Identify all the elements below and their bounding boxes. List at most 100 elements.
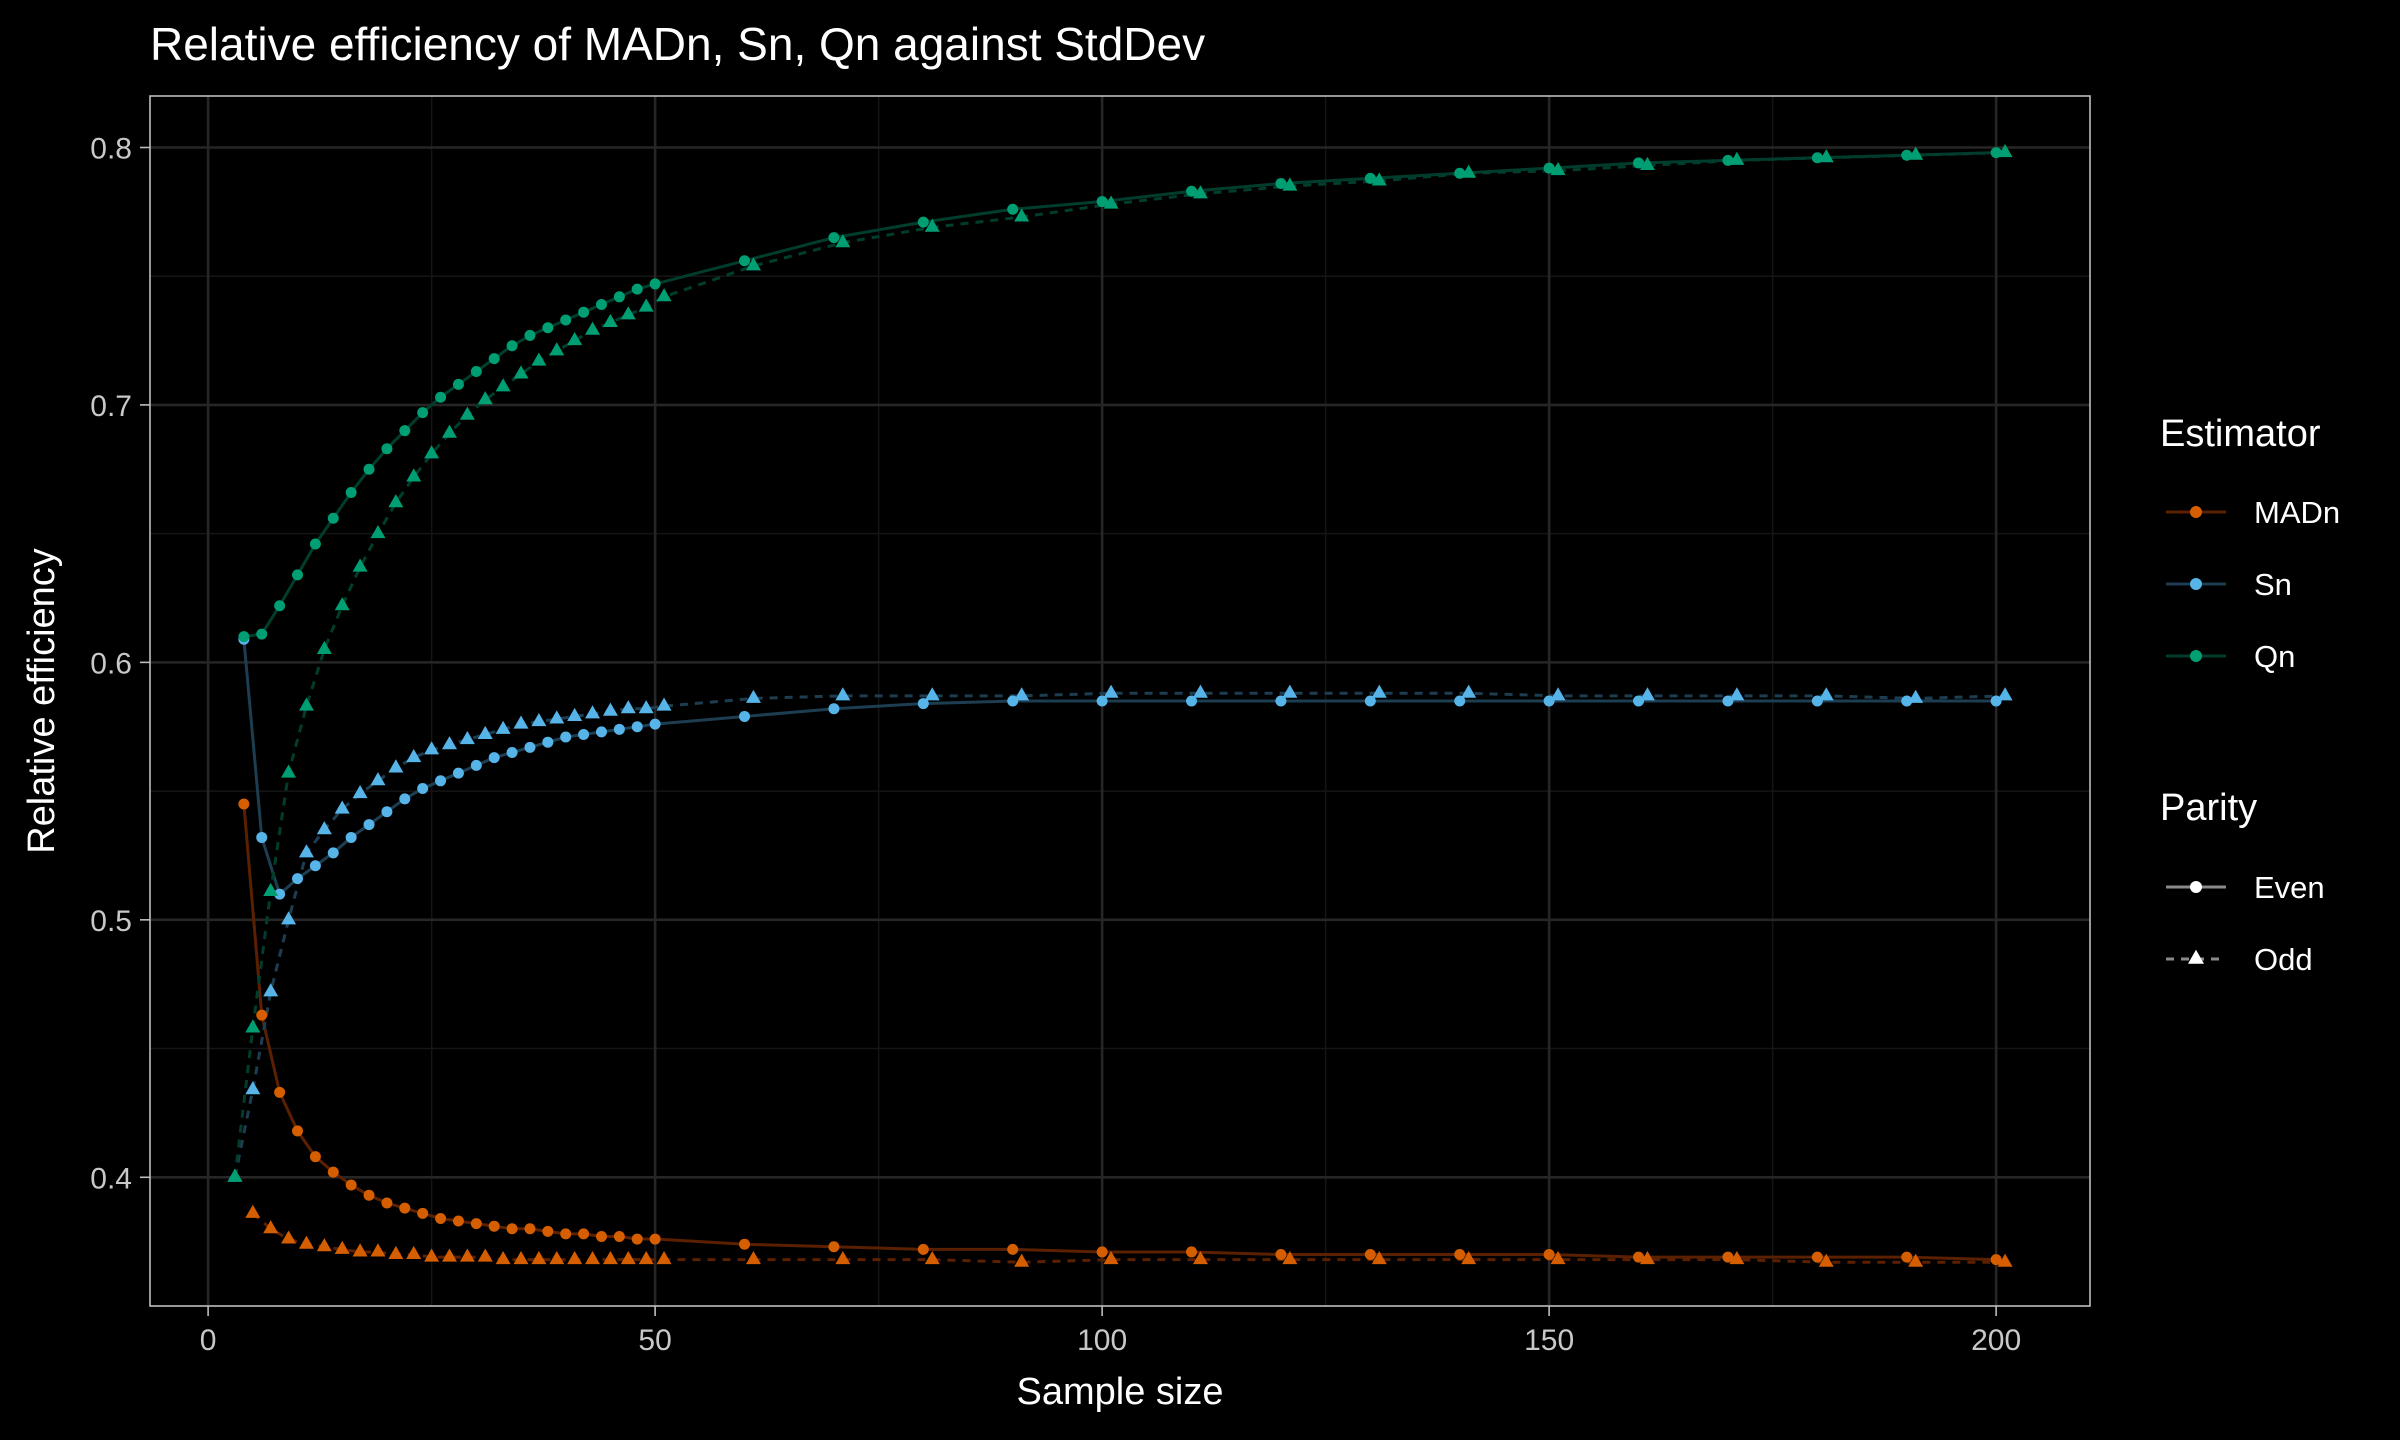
point-sn-odd bbox=[1997, 687, 2013, 701]
point-sn-even bbox=[828, 703, 840, 715]
point-madn-odd bbox=[638, 1251, 654, 1265]
y-tick-label: 0.7 bbox=[90, 390, 132, 423]
point-sn-odd bbox=[924, 687, 940, 701]
point-madn-odd bbox=[477, 1248, 493, 1262]
point-madn-even bbox=[399, 1202, 411, 1214]
legend-title-parity: Parity bbox=[2160, 787, 2257, 829]
point-qn-even bbox=[578, 306, 590, 318]
point-madn-even bbox=[452, 1215, 464, 1227]
point-sn-odd bbox=[745, 689, 761, 703]
point-madn-odd bbox=[1818, 1253, 1834, 1267]
point-madn-even bbox=[238, 798, 250, 810]
point-madn-odd bbox=[602, 1251, 618, 1265]
y-tick-label: 0.5 bbox=[90, 905, 132, 938]
point-qn-odd bbox=[316, 640, 332, 655]
point-qn-odd bbox=[1014, 208, 1030, 222]
point-sn-odd bbox=[495, 720, 511, 734]
point-sn-even bbox=[1901, 695, 1913, 707]
point-sn-even bbox=[1364, 695, 1376, 707]
point-madn-odd bbox=[1282, 1251, 1298, 1265]
point-madn-even bbox=[1901, 1251, 1913, 1263]
point-sn-odd bbox=[298, 844, 314, 858]
point-qn-even bbox=[649, 278, 661, 290]
point-madn-even bbox=[649, 1233, 661, 1245]
point-qn-even bbox=[595, 299, 607, 311]
point-madn-even bbox=[595, 1230, 607, 1242]
point-madn-odd bbox=[585, 1251, 601, 1265]
point-sn-even bbox=[524, 741, 536, 753]
point-sn-even bbox=[560, 731, 572, 743]
point-qn-even bbox=[1096, 196, 1108, 208]
point-qn-even bbox=[1364, 172, 1376, 184]
x-tick-label: 100 bbox=[1077, 1324, 1127, 1357]
point-qn-odd bbox=[1908, 146, 1924, 160]
point-madn-even bbox=[381, 1197, 393, 1209]
point-madn-odd bbox=[1103, 1251, 1119, 1265]
chart-title: Relative efficiency of MADn, Sn, Qn agai… bbox=[150, 18, 1205, 70]
point-qn-odd bbox=[1818, 149, 1834, 163]
point-madn-odd bbox=[620, 1251, 636, 1265]
x-axis-label: Sample size bbox=[1017, 1371, 1224, 1413]
point-madn-even bbox=[488, 1220, 500, 1232]
legend-title-estimator: Estimator bbox=[2160, 413, 2321, 455]
point-madn-even bbox=[613, 1230, 625, 1242]
point-madn-even bbox=[1811, 1251, 1823, 1263]
point-sn-odd bbox=[459, 730, 475, 745]
point-qn-odd bbox=[459, 406, 475, 420]
point-qn-odd bbox=[656, 288, 672, 302]
point-qn-odd bbox=[567, 331, 583, 346]
point-madn-even bbox=[739, 1238, 751, 1250]
point-qn-even bbox=[1543, 162, 1555, 174]
point-madn-odd bbox=[656, 1251, 672, 1265]
point-sn-even bbox=[1096, 695, 1108, 707]
point-madn-even bbox=[309, 1151, 321, 1163]
point-madn-even bbox=[274, 1086, 286, 1098]
legend-key-point-sn bbox=[2190, 578, 2202, 590]
legend: Estimator MADn Sn Qn Parity Even Odd bbox=[2160, 413, 2340, 977]
point-madn-even bbox=[828, 1241, 840, 1253]
point-qn-odd bbox=[1371, 172, 1387, 186]
point-qn-even bbox=[828, 232, 840, 244]
point-qn-odd bbox=[495, 378, 511, 392]
point-sn-odd bbox=[549, 710, 565, 724]
point-sn-odd bbox=[370, 772, 386, 786]
point-sn-even bbox=[595, 726, 607, 738]
point-sn-odd bbox=[620, 700, 636, 714]
point-madn-odd bbox=[1639, 1251, 1655, 1265]
y-tick-label: 0.8 bbox=[90, 132, 132, 165]
point-madn-even bbox=[345, 1179, 357, 1191]
x-axis: 0 50 100 150 200 bbox=[200, 1306, 2021, 1357]
point-sn-even bbox=[292, 873, 304, 885]
point-qn-odd bbox=[620, 306, 636, 320]
point-qn-even bbox=[417, 407, 429, 419]
point-qn-odd bbox=[1550, 162, 1566, 176]
legend-key-point-odd bbox=[2188, 949, 2204, 964]
point-qn-odd bbox=[388, 494, 404, 508]
point-qn-odd bbox=[281, 764, 297, 778]
point-qn-even bbox=[506, 340, 518, 352]
point-sn-even bbox=[542, 736, 554, 748]
point-madn-odd bbox=[924, 1251, 940, 1265]
point-sn-even bbox=[345, 831, 357, 843]
point-sn-odd bbox=[1908, 689, 1924, 703]
point-qn-odd bbox=[477, 391, 493, 405]
point-madn-odd bbox=[531, 1251, 547, 1265]
point-sn-odd bbox=[656, 697, 672, 711]
x-tick-label: 0 bbox=[200, 1324, 217, 1357]
point-sn-even bbox=[452, 767, 464, 779]
point-sn-even bbox=[470, 759, 482, 771]
point-madn-even bbox=[1364, 1249, 1376, 1261]
point-qn-even bbox=[1186, 185, 1198, 197]
point-madn-even bbox=[1543, 1249, 1555, 1261]
point-sn-even bbox=[327, 847, 339, 859]
point-qn-even bbox=[256, 628, 268, 640]
point-madn-even bbox=[1275, 1249, 1287, 1261]
point-madn-odd bbox=[1550, 1251, 1566, 1265]
point-qn-even bbox=[560, 314, 572, 326]
point-madn-odd bbox=[1729, 1251, 1745, 1265]
point-qn-even bbox=[917, 216, 929, 228]
point-qn-odd bbox=[1639, 156, 1655, 171]
point-sn-odd bbox=[1103, 684, 1119, 698]
point-qn-even bbox=[739, 255, 751, 267]
point-sn-even bbox=[1454, 695, 1466, 707]
